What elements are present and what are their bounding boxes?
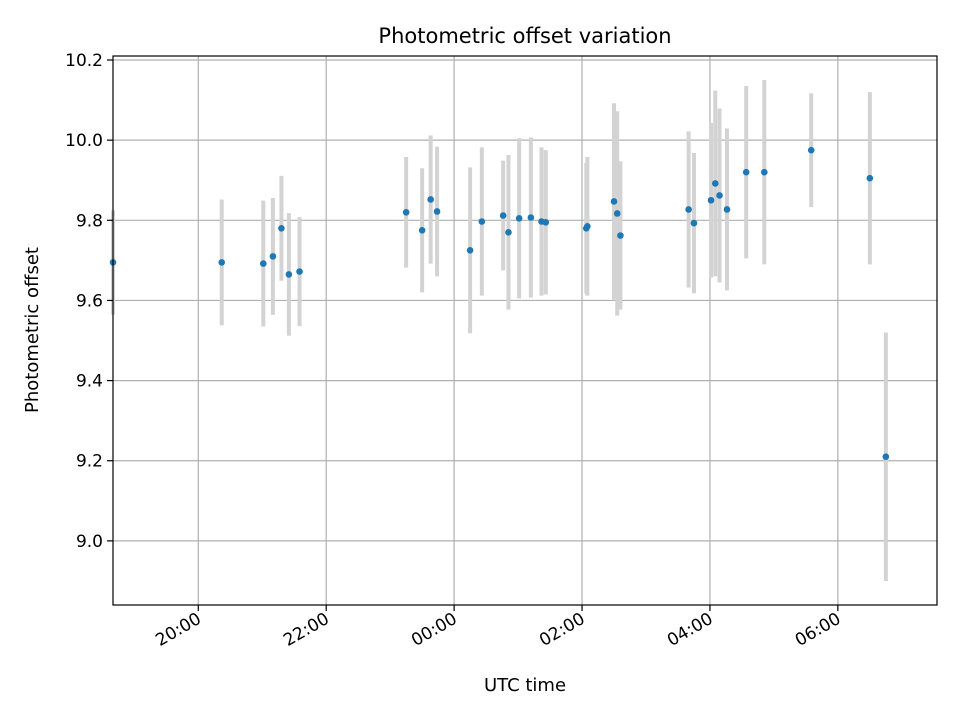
data-point bbox=[278, 225, 285, 232]
data-point bbox=[613, 210, 621, 217]
y-axis-title: Photometric offset bbox=[22, 247, 43, 413]
data-point bbox=[296, 268, 303, 275]
data-point bbox=[515, 214, 523, 222]
y-axis: 9.0 9.2 9.4 9.6 9.8 10.0 10.2 bbox=[65, 51, 113, 552]
data-point bbox=[711, 180, 719, 187]
data-point bbox=[260, 260, 267, 267]
y-tick-label: 10.2 bbox=[65, 51, 103, 71]
data-point bbox=[716, 192, 723, 199]
y-tick-label: 10.0 bbox=[65, 131, 103, 151]
y-tick-label: 9.8 bbox=[76, 211, 103, 231]
data-point bbox=[402, 208, 410, 216]
data-point bbox=[499, 212, 507, 219]
data-point bbox=[478, 218, 486, 225]
data-point bbox=[269, 253, 277, 260]
y-tick-label: 9.6 bbox=[76, 291, 103, 311]
data-point bbox=[505, 229, 512, 236]
grid bbox=[113, 56, 937, 605]
chart-title: Photometric offset variation bbox=[378, 24, 671, 48]
data-point bbox=[866, 174, 874, 182]
data-point bbox=[761, 168, 768, 176]
plot-frame bbox=[112, 55, 938, 606]
data-point bbox=[610, 198, 618, 205]
data-point bbox=[617, 232, 624, 239]
data-point bbox=[527, 214, 535, 221]
data-point bbox=[807, 146, 815, 154]
plot-area bbox=[113, 56, 937, 605]
data-point bbox=[433, 208, 441, 215]
data-point bbox=[742, 168, 750, 176]
data-point bbox=[466, 247, 474, 254]
data-point bbox=[584, 223, 591, 230]
y-tick-label: 9.0 bbox=[76, 532, 103, 552]
data-point bbox=[707, 196, 715, 204]
x-axis-title: UTC time bbox=[484, 675, 566, 696]
data-points bbox=[109, 146, 890, 461]
y-tick-label: 9.2 bbox=[76, 452, 103, 472]
data-point bbox=[723, 206, 731, 213]
data-point bbox=[882, 453, 890, 461]
data-point bbox=[418, 227, 426, 234]
y-tick-label: 9.4 bbox=[76, 372, 103, 392]
data-point bbox=[427, 196, 434, 203]
data-point bbox=[285, 271, 293, 278]
data-point bbox=[218, 259, 226, 266]
data-point bbox=[690, 219, 698, 227]
data-point bbox=[542, 219, 550, 226]
data-point bbox=[685, 206, 692, 213]
